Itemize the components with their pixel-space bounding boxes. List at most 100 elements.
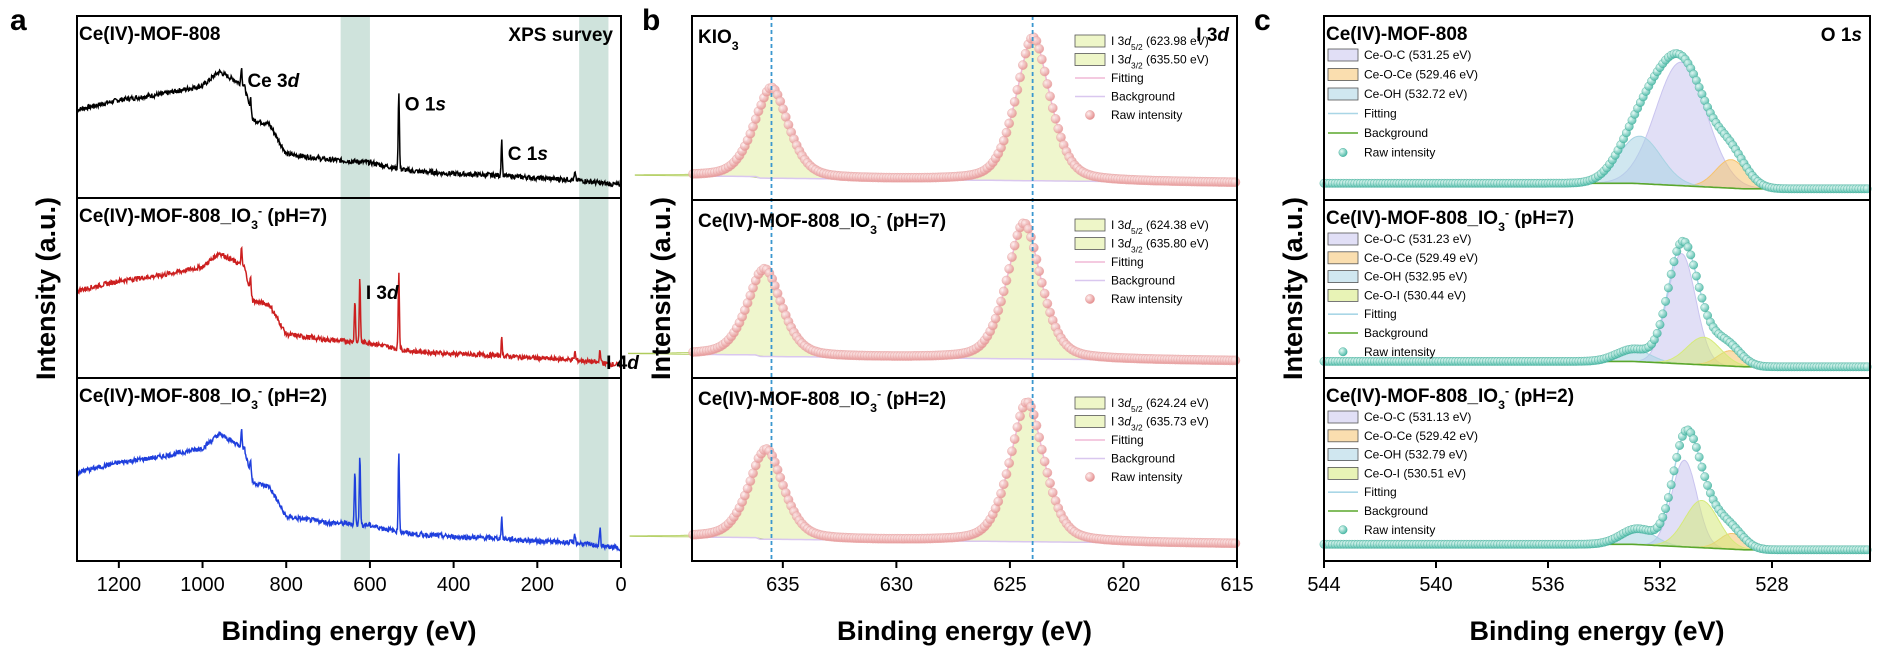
c-legend-label-2-1: Ce-O-Ce (529.42 eV)	[1364, 429, 1478, 443]
c-legend-swatch-1-0	[1327, 232, 1359, 246]
highlight-bands-layer	[340, 16, 609, 561]
b-raw-point	[998, 479, 1009, 490]
panel-letter-c: c	[1254, 4, 1271, 37]
b-raw-point	[996, 488, 1006, 499]
b-raw-point	[1028, 409, 1039, 420]
c-legend-label-2-4: Fitting	[1364, 485, 1397, 499]
c-raw-point	[1689, 260, 1699, 270]
b-legend-swatch-2-0	[1074, 396, 1106, 410]
y-axis-title-a: Intensity (a.u.)	[31, 197, 61, 380]
b-raw-point	[998, 135, 1009, 146]
corner-label-a: XPS survey	[508, 25, 613, 46]
panel-a-frame	[76, 15, 622, 562]
peak-label-1-7: I 4d	[606, 353, 639, 374]
c-legend-swatch-2-0	[1327, 410, 1359, 424]
b-legend-label-2-4: Raw intensity	[1111, 470, 1182, 484]
b-raw-point	[1031, 254, 1042, 265]
b-legend-label-1-1: I 3d3/2 (635.80 eV)	[1111, 237, 1209, 255]
x-tick-label-a-5: 200	[521, 574, 554, 596]
b-legend-swatch-2-1	[1074, 415, 1106, 428]
c-raw-point	[1700, 303, 1710, 312]
c-legend-swatch-2-2	[1327, 448, 1359, 462]
c-raw-point	[1700, 472, 1710, 482]
x-tick-label-b-2: 625	[993, 574, 1026, 596]
b-legend-label-2-1: I 3d3/2 (635.73 eV)	[1111, 415, 1209, 433]
y-axis-title-c: Intensity (a.u.)	[1278, 197, 1308, 380]
b-raw-point	[998, 286, 1009, 297]
c-raw-point	[1669, 466, 1679, 476]
c-legend-label-1-2: Ce-OH (532.95 eV)	[1364, 270, 1467, 284]
x-axis-title-a: Binding energy (eV)	[221, 616, 476, 646]
b-raw-point	[1007, 108, 1017, 119]
b-legend-label-1-0: I 3d5/2 (624.38 eV)	[1111, 218, 1209, 236]
b-raw-point	[1026, 232, 1036, 242]
survey-title-2: Ce(IV)-MOF-808_IO3- (pH=2)	[79, 384, 327, 412]
c-raw-point	[1694, 283, 1704, 292]
b-raw-point	[1230, 355, 1241, 366]
c-raw-point	[1697, 462, 1707, 472]
b-raw-point	[1009, 434, 1020, 444]
c-legend-label-0-0: Ce-O-C (531.25 eV)	[1364, 48, 1471, 62]
x-tick-label-c-2: 536	[1531, 574, 1564, 596]
b-raw-point	[1004, 264, 1015, 274]
text-layer: Ce(IV)-MOF-808 Ce 3d O 1s C 1s Ce(IV)-MOF-80…	[10, 4, 1862, 646]
c-legend-swatch-1-2	[1327, 270, 1359, 284]
b-raw-point	[1045, 478, 1055, 489]
b-raw-point	[1015, 411, 1025, 422]
b-peak-fill-2-1	[629, 448, 903, 541]
c-legend-label-2-5: Background	[1364, 504, 1428, 518]
c-raw-point	[1694, 452, 1704, 462]
c-legend-swatch-1-6	[1338, 347, 1348, 357]
c-raw-point	[1675, 441, 1685, 450]
b-legend-label-0-2: Fitting	[1111, 71, 1144, 85]
b-raw-point	[1007, 446, 1017, 457]
c-legend-label-1-6: Raw intensity	[1364, 345, 1435, 359]
c-legend-label-0-3: Fitting	[1364, 107, 1397, 121]
c-legend-label-0-2: Ce-OH (532.72 eV)	[1364, 87, 1467, 101]
b-raw-point	[1037, 277, 1047, 288]
c-raw-point	[1686, 250, 1696, 260]
plots-layer	[76, 16, 1872, 561]
b-raw-point	[1053, 123, 1064, 134]
b-raw-point	[1042, 467, 1053, 478]
c-subpanel-title-0: Ce(IV)-MOF-808	[1326, 24, 1467, 45]
b-raw-point	[1045, 91, 1055, 102]
b-legend-label-0-0: I 3d5/2 (623.98 eV)	[1111, 34, 1209, 52]
panel-c-frame	[1323, 15, 1871, 562]
b-raw-point	[1009, 240, 1020, 251]
b-legend-swatch-2-4	[1085, 472, 1095, 482]
b-raw-point	[1018, 60, 1028, 70]
y-axis-title-b: Intensity (a.u.)	[646, 197, 676, 380]
b-raw-point	[1012, 422, 1023, 433]
c-legend-swatch-0-0	[1327, 48, 1359, 62]
b-legend-swatch-1-1	[1074, 237, 1106, 250]
x-tick-label-a-1: 1000	[180, 574, 225, 596]
c-raw-point	[1661, 504, 1671, 513]
b-raw-point	[1039, 456, 1050, 467]
b-raw-point	[1050, 114, 1061, 124]
b-raw-point	[1037, 444, 1047, 455]
b-legend-label-1-4: Raw intensity	[1111, 292, 1182, 306]
c-raw-point	[1652, 328, 1662, 338]
b-raw-point	[1009, 97, 1020, 107]
x-tick-label-b-1: 630	[880, 574, 913, 596]
peak-label-0-2: O 1s	[405, 95, 446, 116]
x-tick-label-c-4: 528	[1755, 574, 1788, 596]
b-legend-swatch-0-1	[1074, 53, 1106, 66]
panel-letter-b: b	[642, 4, 660, 37]
c-legend-label-2-3: Ce-O-I (530.51 eV)	[1364, 466, 1466, 480]
c-legend-swatch-2-1	[1327, 429, 1359, 443]
c-legend-label-2-6: Raw intensity	[1364, 523, 1435, 537]
x-tick-label-b-0: 635	[766, 574, 799, 596]
b-raw-point	[993, 305, 1004, 316]
b-legend-label-1-2: Fitting	[1111, 255, 1144, 269]
b-legend-swatch-0-4	[1085, 110, 1095, 120]
c-raw-point	[1666, 480, 1676, 490]
x-tick-label-a-4: 400	[437, 574, 470, 596]
c-raw-point	[1666, 269, 1676, 279]
c-legend-swatch-2-6	[1338, 525, 1348, 535]
c-legend-label-1-0: Ce-O-C (531.23 eV)	[1364, 232, 1471, 246]
b-raw-point	[1015, 72, 1025, 83]
b-legend-swatch-1-0	[1074, 218, 1106, 232]
corner-label-c: O 1s	[1821, 25, 1862, 46]
